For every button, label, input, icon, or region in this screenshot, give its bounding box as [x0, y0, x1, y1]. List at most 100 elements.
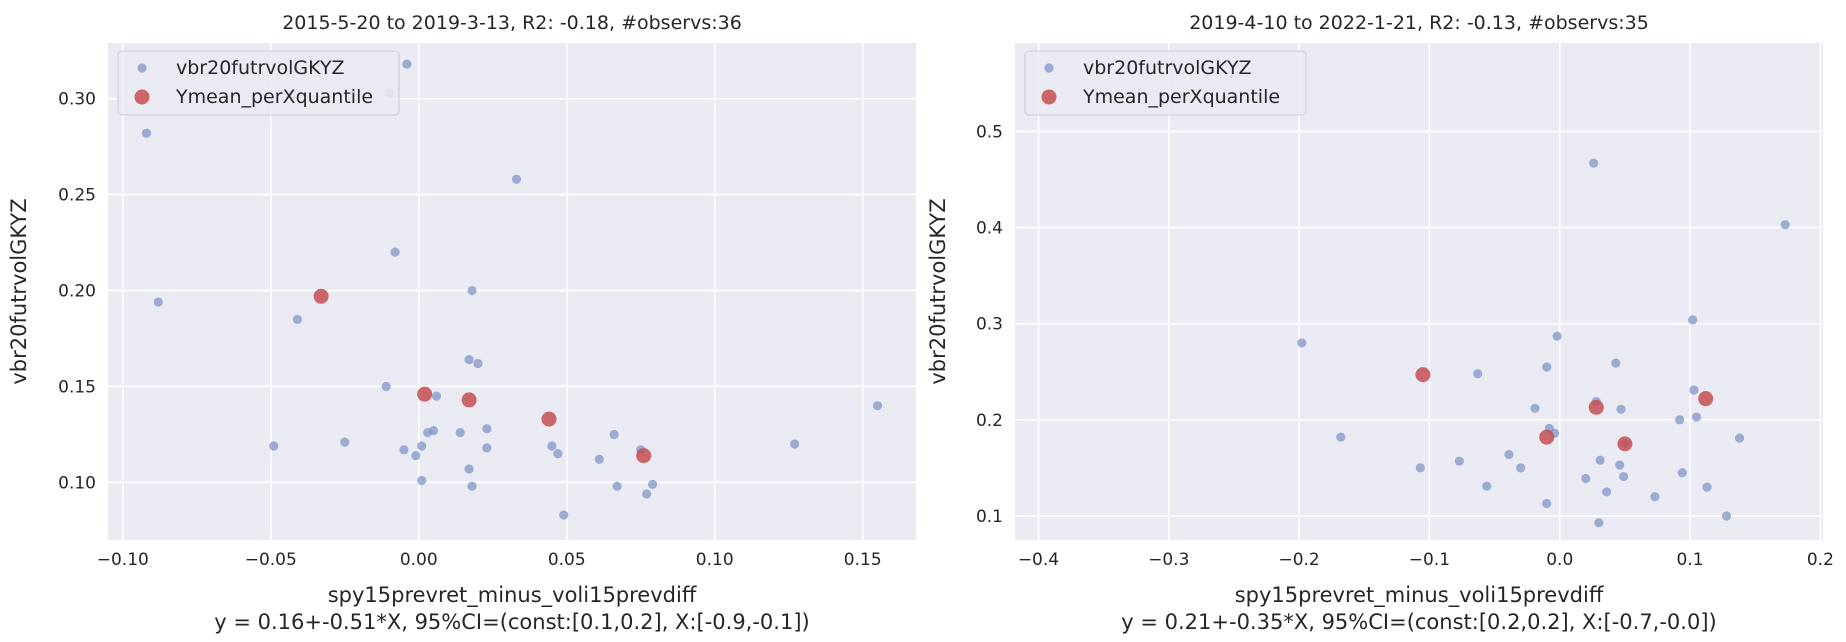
y-axis-label: vbr20futrvolGKYZ: [7, 198, 31, 384]
y-axis-label: vbr20futrvolGKYZ: [926, 198, 950, 384]
data-point: [467, 481, 477, 491]
x-tick-label: −0.1: [1409, 550, 1450, 570]
data-point: [399, 445, 409, 455]
data-point: [1691, 412, 1702, 422]
data-point: [1336, 432, 1346, 442]
x-tick-label: −0.05: [245, 550, 297, 570]
data-point: [340, 437, 350, 447]
data-point: [872, 401, 883, 411]
quantile-mean-point: [1617, 436, 1633, 452]
data-point: [482, 443, 492, 453]
data-point: [1611, 358, 1621, 368]
x-tick-label: 0.2: [1807, 550, 1834, 570]
data-point: [431, 391, 442, 401]
x-tick-label: −0.3: [1148, 550, 1189, 570]
x-tick-label: 0.0: [1546, 550, 1573, 570]
data-point: [1675, 415, 1685, 425]
y-tick-label: 0.1: [976, 507, 1003, 527]
data-point: [141, 128, 152, 138]
data-point: [1650, 492, 1660, 502]
y-tick-label: 0.4: [976, 219, 1003, 239]
data-point: [642, 489, 652, 499]
data-point: [612, 481, 622, 491]
legend-label: Ymean_perXquantile: [1082, 86, 1280, 108]
plot-area: [1015, 43, 1823, 540]
x-axis-label: spy15prevret_minus_voli15prevdiff: [328, 583, 697, 608]
data-point: [1595, 455, 1605, 465]
y-tick-label: 0.15: [58, 377, 96, 397]
data-point: [1677, 468, 1687, 478]
x-tick-label: 0.05: [548, 550, 586, 570]
data-point: [511, 174, 522, 184]
data-point: [1530, 403, 1540, 413]
y-tick-label: 0.25: [58, 186, 96, 206]
data-point: [1581, 473, 1591, 484]
plot-area: [108, 43, 916, 540]
data-point: [1615, 460, 1625, 470]
legend-marker: [1041, 89, 1057, 105]
data-point: [417, 441, 427, 451]
chart-title: 2019-4-10 to 2022-1-21, R2: -0.13, #obse…: [1189, 12, 1649, 34]
legend-label: Ymean_perXquantile: [175, 86, 373, 108]
quantile-mean-point: [1698, 391, 1714, 407]
regression-equation: y = 0.16+-0.51*X, 95%CI=(const:[0.1,0.2]…: [214, 610, 809, 634]
data-point: [559, 510, 569, 520]
data-point: [292, 314, 303, 324]
data-point: [1602, 487, 1612, 497]
legend-label: vbr20futrvolGKYZ: [176, 57, 345, 79]
data-point: [482, 424, 492, 434]
data-point: [609, 429, 619, 440]
x-tick-label: 0.1: [1677, 550, 1704, 570]
y-tick-label: 0.2: [976, 411, 1003, 431]
data-point: [1780, 220, 1790, 230]
quantile-mean-point: [417, 386, 433, 402]
data-point: [553, 449, 563, 459]
data-point: [464, 464, 474, 474]
data-point: [1473, 369, 1483, 379]
data-point: [455, 427, 465, 438]
data-point: [464, 355, 474, 365]
left-scatter-panel: −0.10 −0.05 0.00 0.05 0.10 0.15 0.10 0.15 0.20 0.…: [7, 12, 916, 634]
quantile-mean-point: [1539, 429, 1555, 445]
data-point: [1552, 331, 1562, 341]
legend-box: [117, 50, 400, 116]
data-point: [1689, 385, 1699, 395]
y-tick-label: 0.10: [58, 473, 96, 493]
data-point: [1688, 315, 1698, 325]
data-point: [1454, 456, 1464, 466]
data-point: [1482, 481, 1492, 491]
legend: vbr20futrvolGKYZ Ymean_perXquantile: [1024, 50, 1307, 116]
legend-marker: [1044, 63, 1054, 73]
data-point: [467, 285, 477, 296]
chart-title: 2015-5-20 to 2019-3-13, R2: -0.18, #obse…: [282, 12, 742, 34]
data-point: [1297, 338, 1307, 348]
data-point: [790, 439, 800, 449]
data-point: [1542, 362, 1552, 372]
data-point: [1516, 463, 1526, 473]
data-point: [547, 441, 557, 451]
x-tick-label: 0.10: [696, 550, 734, 570]
quantile-mean-point: [541, 411, 557, 427]
data-point: [594, 454, 604, 465]
quantile-mean-point: [461, 392, 477, 408]
data-point: [473, 358, 483, 369]
data-point: [647, 479, 658, 489]
data-point: [1415, 463, 1425, 473]
data-point: [1542, 498, 1552, 509]
data-point: [269, 441, 279, 451]
quantile-mean-point: [1415, 367, 1431, 383]
data-point: [381, 381, 391, 392]
x-tick-label: −0.4: [1018, 550, 1059, 570]
data-point: [1734, 433, 1745, 443]
data-point: [1504, 449, 1514, 460]
y-tick-label: 0.3: [976, 315, 1003, 335]
data-point: [402, 59, 412, 69]
legend-marker: [137, 63, 147, 73]
data-point: [411, 450, 421, 461]
x-tick-label: −0.2: [1278, 550, 1319, 570]
legend-label: vbr20futrvolGKYZ: [1083, 57, 1252, 79]
y-tick-label: 0.5: [976, 122, 1003, 142]
data-point: [428, 426, 439, 436]
data-point: [1589, 158, 1599, 168]
